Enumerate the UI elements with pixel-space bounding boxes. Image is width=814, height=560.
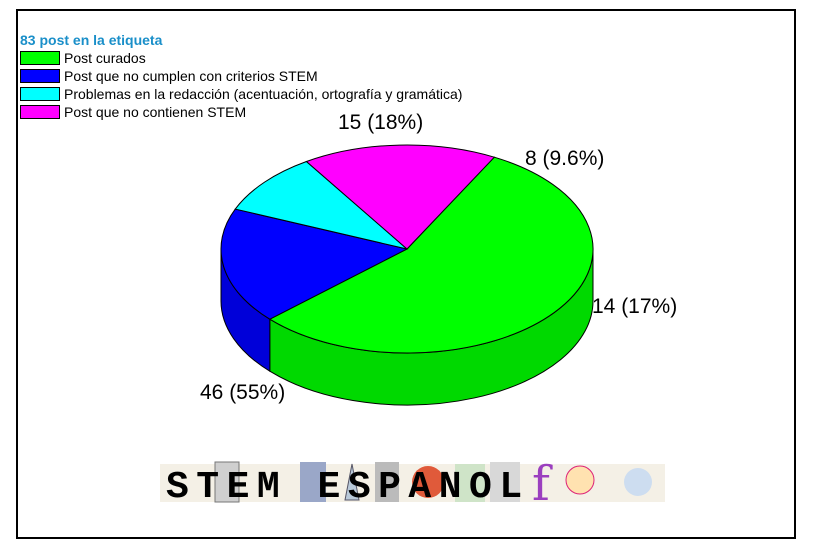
slice-label-no-stem: 14 (17%) (592, 295, 678, 318)
legend-label: Post curados (64, 50, 146, 66)
legend-label: Post que no contienen STEM (64, 104, 247, 120)
svg-text:f: f (532, 456, 553, 506)
logo-text: STEM ESPANOL (166, 466, 530, 506)
legend-item-no-cumplen: Post que no cumplen con criterios STEM (20, 67, 462, 85)
legend-title: 83 post en la etiqueta (20, 32, 163, 48)
pie-slice-2 (234, 160, 408, 250)
legend-swatch (20, 105, 60, 119)
slice-label-redaccion: 8 (9.6%) (525, 147, 605, 170)
pie-slice-3 (305, 144, 496, 250)
legend-swatch (20, 87, 60, 101)
pie-slice-0 (268, 156, 594, 354)
legend: 83 post en la etiqueta Post curados Post… (20, 32, 462, 121)
legend-item-no-stem: Post que no contienen STEM (20, 103, 462, 121)
slice-label-curados: 46 (55%) (200, 381, 286, 404)
slice-label-no-cumplen: 15 (18%) (338, 111, 424, 134)
legend-swatch (20, 51, 60, 65)
legend-item-redaccion: Problemas en la redacción (acentuación, … (20, 85, 462, 103)
stem-espanol-logo: f STEM ESPANOL (160, 456, 665, 506)
legend-label: Post que no cumplen con criterios STEM (64, 68, 318, 84)
legend-swatch (20, 69, 60, 83)
pie-slice-1 (220, 208, 409, 320)
legend-label: Problemas en la redacción (acentuación, … (64, 86, 463, 102)
legend-item-curados: Post curados (20, 49, 462, 67)
